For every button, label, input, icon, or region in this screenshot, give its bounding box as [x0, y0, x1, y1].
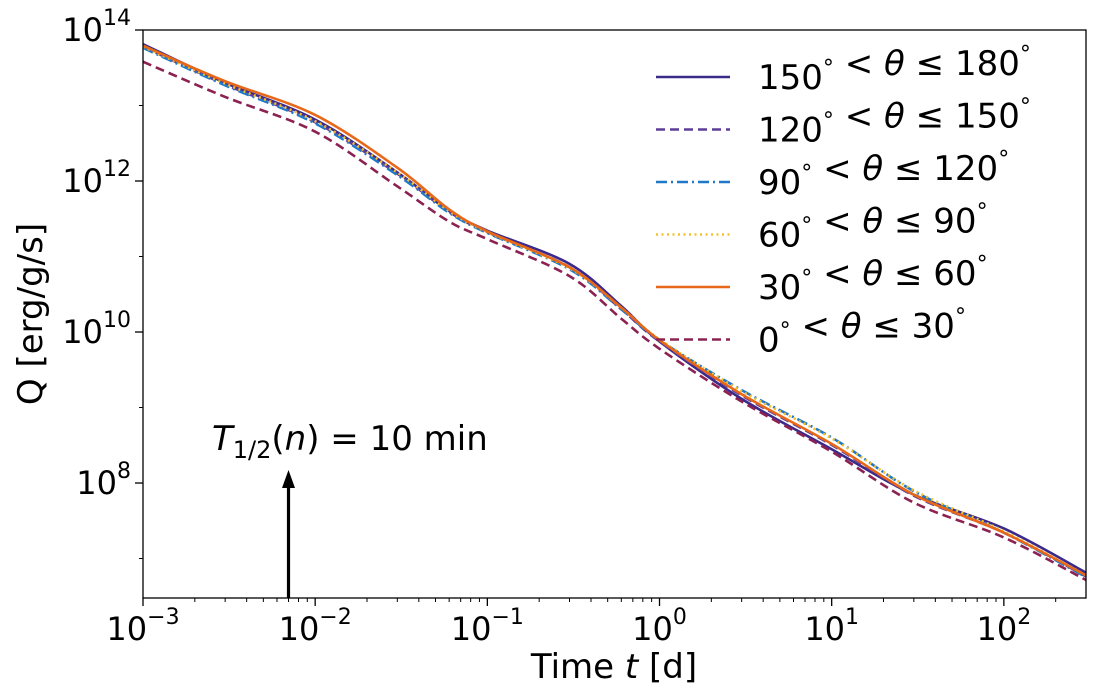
- legend-label-2: 90° < θ ≤ 120°: [758, 147, 1009, 203]
- x-tick-label: 10−3: [106, 605, 179, 648]
- legend: 150° < θ ≤ 180°120° < θ ≤ 150°90° < θ ≤ …: [656, 42, 1031, 361]
- legend-label-4: 30° < θ ≤ 60°: [758, 252, 988, 308]
- y-tick-label: 1014: [62, 6, 131, 49]
- x-axis-label: Time t [d]: [530, 647, 697, 687]
- series-line-4: [143, 44, 1086, 577]
- annotation-text: T1/2(n) = 10 min: [212, 419, 488, 464]
- y-tick-label: 1012: [62, 157, 131, 200]
- x-tick-label: 100: [632, 605, 687, 648]
- y-tick-label: 108: [76, 459, 131, 502]
- annotation-arrow-head: [282, 470, 296, 488]
- legend-label-0: 150° < θ ≤ 180°: [758, 42, 1031, 98]
- y-tick-label: 1010: [62, 308, 131, 351]
- series-line-5: [143, 60, 1086, 582]
- annotation: T1/2(n) = 10 min: [212, 419, 488, 598]
- x-tick-label: 10−1: [451, 605, 524, 648]
- x-tick-label: 101: [804, 605, 859, 648]
- ticks-layer: 10−3 10−2 10−1 100 101 102 108 1010 1012 1014: [62, 6, 1057, 648]
- x-tick-label: 10−2: [279, 605, 352, 648]
- legend-label-1: 120° < θ ≤ 150°: [758, 95, 1031, 151]
- legend-label-5: 0° < θ ≤ 30°: [758, 305, 966, 361]
- x-tick-label: 102: [976, 605, 1031, 648]
- plot-frame: [142, 29, 1087, 599]
- y-axis-label: Q [erg/g/s]: [11, 223, 51, 405]
- series-layer: [143, 42, 1086, 582]
- legend-label-3: 60° < θ ≤ 90°: [758, 200, 988, 256]
